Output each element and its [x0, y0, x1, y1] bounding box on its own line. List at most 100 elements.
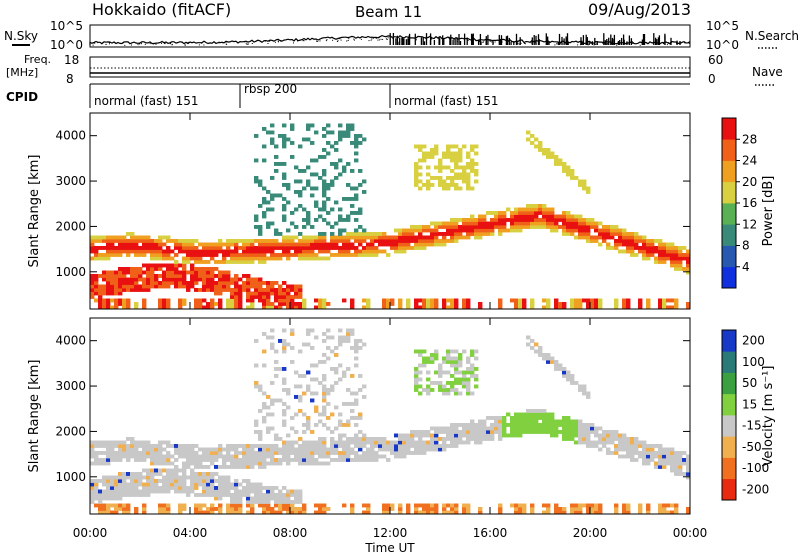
velocity-cell	[482, 423, 487, 427]
power-cell	[466, 225, 471, 229]
velocity-cell	[426, 444, 431, 448]
velocity-cell	[258, 384, 263, 389]
velocity-cell	[130, 486, 135, 490]
power-cell	[354, 249, 359, 254]
velocity-cell	[370, 454, 375, 459]
velocity-cell	[486, 430, 491, 434]
power-cell	[538, 144, 543, 149]
power-cell	[170, 281, 175, 285]
power-cell	[98, 305, 103, 310]
velocity-cell	[678, 472, 683, 476]
power-cell	[134, 281, 139, 285]
power-cell	[382, 235, 387, 240]
velocity-cell	[314, 409, 319, 413]
velocity-cell	[290, 440, 295, 445]
velocity-cell	[614, 444, 619, 448]
power-cell	[174, 267, 179, 271]
power-cell	[310, 242, 315, 247]
power-cell	[250, 295, 255, 299]
power-cell	[146, 270, 151, 275]
velocity-cell	[382, 510, 387, 515]
power-cell	[378, 239, 383, 243]
velocity-cell	[294, 447, 299, 452]
power-cell	[310, 158, 315, 163]
velocity-cell	[646, 503, 651, 508]
velocity-cell	[134, 486, 139, 490]
power-cell	[534, 207, 539, 212]
power-cell	[246, 242, 251, 247]
power-cell	[270, 239, 275, 243]
power-cell	[382, 302, 387, 306]
nsearch-point	[380, 38, 382, 40]
velocity-cell	[102, 482, 107, 487]
power-cell	[146, 235, 151, 240]
power-cell	[386, 235, 391, 240]
freq-tick-bottom: 8	[66, 72, 74, 86]
velocity-cell	[202, 454, 207, 459]
power-cell	[514, 211, 519, 215]
velocity-cell	[570, 419, 575, 424]
velocity-cell	[266, 493, 271, 497]
velocity-cell	[626, 454, 631, 459]
power-cell	[142, 253, 147, 257]
power-cell	[330, 183, 335, 187]
velocity-cell	[566, 433, 571, 438]
velocity-cell	[458, 377, 463, 382]
velocity-cell	[334, 451, 339, 455]
power-cell	[138, 270, 143, 275]
velocity-cell	[570, 510, 575, 515]
power-cell	[526, 207, 531, 212]
power-cell	[218, 260, 223, 264]
power-cell	[266, 225, 271, 229]
velocity-cell	[238, 482, 243, 487]
nsearch-point	[299, 39, 301, 41]
power-cell	[254, 218, 259, 222]
velocity-cell	[354, 342, 359, 347]
power-cell	[258, 232, 263, 236]
velocity-cell	[678, 465, 683, 469]
velocity-cell	[362, 342, 367, 347]
velocity-cell	[638, 507, 643, 511]
velocity-cell	[402, 454, 407, 459]
velocity-cell	[218, 503, 223, 508]
power-cell	[110, 253, 115, 257]
velocity-cell	[402, 444, 407, 448]
power-cell	[234, 284, 239, 289]
velocity-cell	[206, 475, 211, 480]
velocity-cell	[150, 482, 155, 487]
power-cell	[90, 249, 95, 254]
velocity-cell	[354, 398, 359, 403]
velocity-cell	[390, 447, 395, 452]
power-cell	[246, 274, 251, 278]
velocity-cell	[566, 426, 571, 431]
power-cell	[354, 246, 359, 250]
velocity-cell	[578, 510, 583, 515]
power-cell	[686, 305, 691, 310]
power-cell	[614, 228, 619, 233]
velocity-cell	[186, 447, 191, 452]
power-cell	[446, 183, 451, 187]
power-colorbar-label: Power [dB]	[761, 176, 776, 247]
nsearch-point	[244, 41, 246, 43]
power-cell	[666, 242, 671, 247]
power-cell	[202, 305, 207, 310]
power-cell	[570, 305, 575, 310]
velocity-cell	[242, 489, 247, 494]
velocity-cell	[258, 444, 263, 448]
colorbar-swatch	[722, 415, 736, 437]
velocity-cell	[390, 503, 395, 508]
velocity-cell	[306, 440, 311, 445]
power-cell	[618, 249, 623, 254]
velocity-cell	[350, 416, 355, 420]
velocity-cell	[486, 426, 491, 431]
velocity-cell	[194, 507, 199, 511]
velocity-cell	[298, 437, 303, 441]
power-cell	[238, 246, 243, 250]
velocity-cell	[162, 440, 167, 445]
power-cell	[450, 155, 455, 159]
velocity-cell	[362, 384, 367, 389]
power-cell	[614, 225, 619, 229]
velocity-cell	[150, 444, 155, 448]
power-cell	[530, 302, 535, 306]
